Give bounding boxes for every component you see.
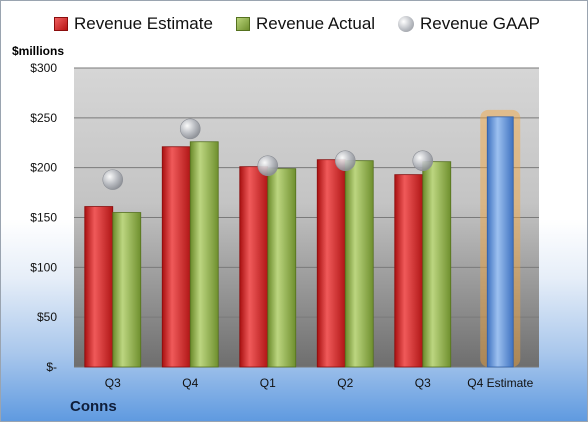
x-tick-label: Q2	[337, 376, 353, 390]
legend-item-estimate: Revenue Estimate	[54, 14, 213, 34]
bars	[84, 109, 521, 368]
legend-item-gaap: Revenue GAAP	[398, 14, 540, 34]
x-tick-label: Q3	[415, 376, 431, 390]
legend-item-actual: Revenue Actual	[236, 14, 375, 34]
legend-label-gaap: Revenue GAAP	[420, 14, 541, 33]
gaap-marker	[257, 155, 279, 176]
legend-label-actual: Revenue Actual	[256, 14, 376, 33]
bar-actual	[422, 161, 452, 368]
y-axis-unit-label: $millions	[12, 44, 65, 58]
gaap-marker	[334, 150, 356, 171]
bar-actual	[112, 212, 142, 368]
y-tick-label: $-	[46, 360, 57, 374]
gaap-marker	[412, 150, 434, 171]
y-tick-label: $100	[30, 260, 57, 274]
bar-estimate	[316, 159, 346, 368]
gaap-marker	[179, 118, 201, 140]
bar-estimate	[84, 206, 114, 368]
bar-estimate	[161, 146, 191, 368]
x-axis-tick-labels: Q3 Q4 Q1 Q2 Q3 Q4 Estimate	[105, 376, 534, 390]
y-axis-tick-labels: $- $50 $100 $150 $200 $250 $300	[30, 61, 57, 374]
y-tick-label: $200	[30, 161, 57, 175]
gaap-marker	[102, 169, 124, 190]
bar-estimate	[394, 174, 424, 368]
bar-estimate	[239, 166, 269, 368]
y-tick-label: $50	[37, 310, 57, 324]
x-tick-label: Q1	[260, 376, 276, 390]
company-name: Conns	[70, 398, 117, 415]
gaap-markers	[102, 118, 434, 190]
y-tick-label: $150	[30, 211, 57, 225]
x-tick-label: Q3	[105, 376, 121, 390]
legend-swatch-actual	[236, 17, 250, 31]
gridlines	[74, 67, 539, 368]
bar-actual	[267, 168, 297, 368]
bar-actual	[344, 160, 374, 368]
legend: Revenue Estimate Revenue Actual Revenue …	[0, 14, 588, 40]
legend-label-estimate: Revenue Estimate	[74, 14, 213, 33]
legend-swatch-gaap	[398, 16, 414, 32]
y-tick-label: $250	[30, 111, 57, 125]
y-tick-label: $300	[30, 61, 57, 75]
bar-forecast	[486, 116, 514, 368]
x-tick-label: Q4 Estimate	[467, 376, 533, 390]
x-tick-label: Q4	[182, 376, 198, 390]
bar-actual	[189, 141, 219, 368]
legend-swatch-estimate	[54, 17, 68, 31]
